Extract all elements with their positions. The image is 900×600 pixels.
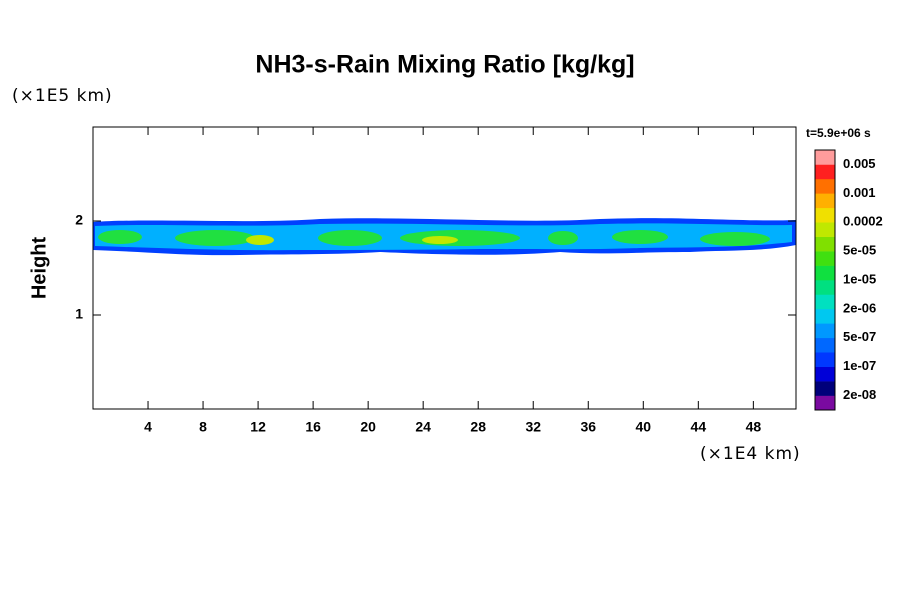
cloud-core: [422, 236, 458, 244]
colorbar-swatch: [815, 193, 835, 209]
colorbar-label: 0.001: [843, 185, 876, 200]
y-tick-label: 1: [75, 306, 83, 322]
colorbar-label: 1e-05: [843, 271, 876, 286]
colorbar-swatch: [815, 352, 835, 367]
x-tick-label: 48: [746, 419, 762, 435]
x-tick-label: 44: [691, 419, 707, 435]
x-unit: (×1E4 km): [700, 444, 801, 464]
colorbar-swatch: [815, 251, 835, 266]
cloud-field: [93, 218, 796, 256]
colorbar-swatch: [815, 337, 835, 353]
colorbar-swatch: [815, 280, 835, 295]
colorbar-label: 5e-07: [843, 329, 876, 344]
x-tick-label: 16: [305, 419, 321, 435]
cloud-core: [175, 230, 255, 246]
colorbar-label: 0.0002: [843, 214, 883, 229]
colorbar-swatch: [815, 164, 835, 180]
x-tick-label: 12: [250, 419, 266, 435]
colorbar-swatch: [815, 265, 835, 281]
time-label: t=5.9e+06 s: [806, 126, 871, 140]
cloud-core: [700, 232, 770, 246]
plot-frame: [92, 126, 797, 410]
x-tick-label: 4: [144, 419, 152, 435]
colorbar-swatch: [815, 381, 835, 396]
colorbar-swatch: [815, 150, 835, 165]
colorbar-swatch: [815, 222, 835, 237]
y-axis-label: Height: [28, 237, 50, 300]
colorbar-label: 1e-07: [843, 358, 876, 373]
colorbar-swatch: [815, 308, 835, 324]
x-tick-label: 36: [580, 419, 596, 435]
colorbar-label: 2e-06: [843, 300, 876, 315]
x-tick-label: 24: [415, 419, 431, 435]
x-tick-label: 20: [360, 419, 376, 435]
y-tick-label: 2: [75, 212, 83, 228]
chart-title: NH3-s-Rain Mixing Ratio [kg/kg]: [255, 51, 634, 79]
colorbar-swatch: [815, 323, 835, 339]
colorbar-label: 2e-08: [843, 387, 876, 402]
colorbar-swatch: [815, 366, 835, 382]
x-tick-label: 40: [636, 419, 652, 435]
colorbar-label: 5e-05: [843, 243, 876, 258]
cloud-core: [318, 230, 382, 246]
cloud-core: [246, 235, 274, 245]
x-tick-label: 32: [525, 419, 541, 435]
cloud-core: [612, 230, 668, 244]
colorbar-swatch: [815, 236, 835, 252]
y-unit: (×1E5 km): [12, 86, 113, 106]
x-tick-label: 28: [470, 419, 486, 435]
colorbar-swatch: [815, 395, 835, 411]
colorbar-swatch: [815, 207, 835, 223]
colorbar-frame: [814, 149, 836, 411]
cloud-core: [400, 230, 520, 246]
colorbar-label: 0.005: [843, 156, 876, 171]
cloud-core: [548, 231, 578, 245]
cloud-core: [98, 230, 142, 244]
colorbar-swatch: [815, 294, 835, 310]
x-tick-label: 8: [199, 419, 207, 435]
colorbar-swatch: [815, 178, 835, 194]
